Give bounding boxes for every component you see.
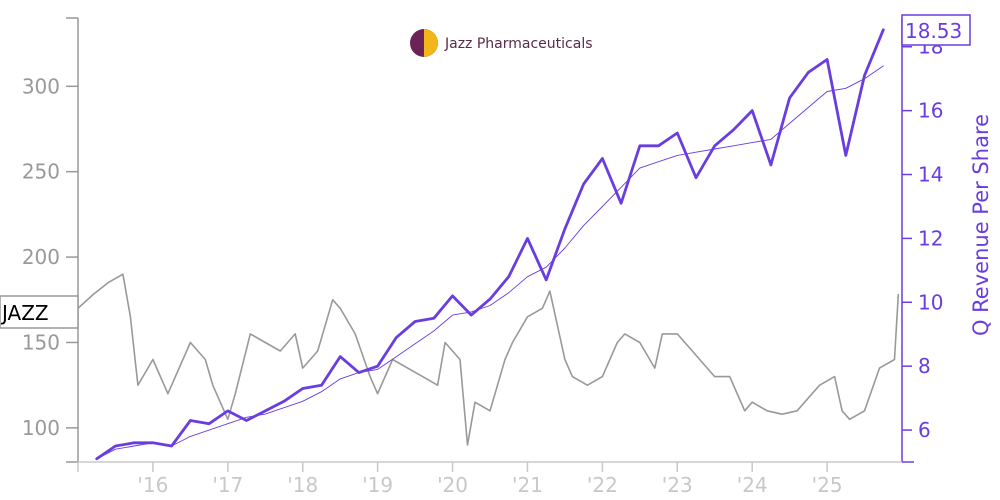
ticker-tag-box [0,295,79,329]
ticker-tag-label: JAZZ [0,301,49,325]
logo: Jazz Pharmaceuticals [410,29,593,57]
logo-mark-accent-icon [424,29,438,57]
left-tick-label: 150 [22,330,60,354]
x-tick-label: '22 [587,473,618,497]
right-tick-label: 16 [918,99,943,123]
right-tick-label: 14 [918,163,943,187]
x-tick-label: '25 [812,473,843,497]
last-value-tag-box [901,14,971,46]
trend-line [96,65,884,460]
right-tick-label: 12 [918,226,943,250]
right-tick-label: 10 [918,290,943,314]
x-tick-label: '17 [212,473,243,497]
left-tick-label: 100 [22,416,60,440]
last-value-tag-label: 18.53 [905,19,962,43]
left-axis: 100 150 200 250 300 [22,17,79,463]
x-tick-label: '23 [662,473,693,497]
left-tick-label: 200 [22,245,60,269]
logo-text: Jazz Pharmaceuticals [444,36,593,52]
x-axis: '16 '17 '18 '19 '20 '21 '22 '23 '24 '25 [77,461,902,497]
x-tick-label: '19 [362,473,393,497]
left-tick-label: 300 [22,74,60,98]
revenue-line [95,28,885,461]
x-tick-label: '24 [737,473,768,497]
left-tick-label: 250 [22,160,60,184]
price-line [77,273,900,446]
right-tick-label: 8 [918,354,931,378]
x-tick-label: '21 [512,473,543,497]
x-tick-label: '18 [287,473,318,497]
right-axis-label: Q Revenue Per Share [969,114,993,336]
x-tick-label: '20 [437,473,468,497]
ticker-tag: JAZZ [0,295,79,329]
last-value-tag: 18.53 [901,14,971,46]
series-layer [77,28,900,461]
right-tick-label: 6 [918,418,931,442]
x-tick-label: '16 [137,473,168,497]
